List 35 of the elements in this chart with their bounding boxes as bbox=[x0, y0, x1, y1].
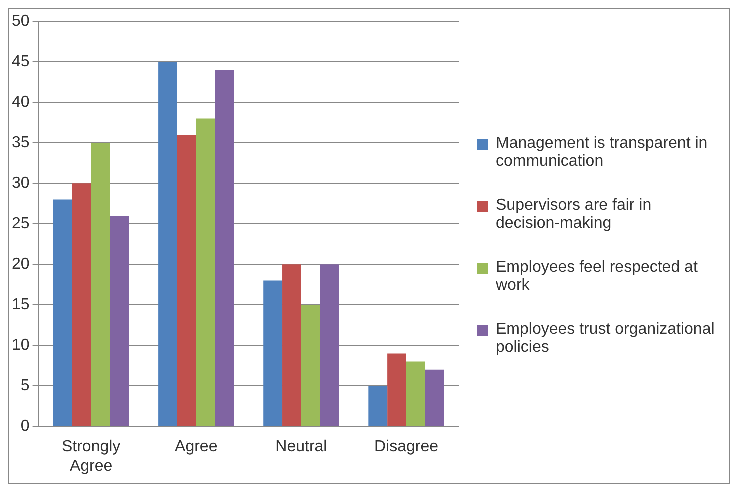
y-tick-label: 10 bbox=[12, 337, 30, 354]
y-tick-label: 40 bbox=[12, 94, 30, 112]
bar bbox=[72, 184, 92, 426]
legend-label: Employees trust organizational policies bbox=[496, 321, 716, 357]
bar bbox=[388, 354, 406, 426]
x-tick-label: Agree bbox=[175, 438, 218, 456]
legend-label: Supervisors are fair in decision-making bbox=[496, 197, 653, 233]
legend-label: Management is transparent in communication bbox=[496, 135, 709, 171]
bar bbox=[425, 370, 444, 426]
bar bbox=[406, 362, 426, 426]
y-tick-label: 50 bbox=[12, 13, 30, 30]
x-tick-label: Strongly Agree bbox=[62, 438, 121, 475]
y-tick-label: 15 bbox=[12, 296, 30, 314]
bar bbox=[177, 135, 196, 426]
bar bbox=[368, 386, 388, 426]
bar bbox=[91, 143, 110, 426]
legend-label: Employees feel respected at work bbox=[496, 259, 699, 295]
bar bbox=[320, 264, 340, 426]
bar bbox=[158, 62, 178, 426]
x-tick-label: Disagree bbox=[374, 438, 439, 456]
y-tick-label: 0 bbox=[20, 418, 30, 436]
y-tick-label: 20 bbox=[12, 256, 30, 274]
bar bbox=[215, 70, 234, 426]
bar bbox=[282, 264, 302, 426]
y-tick-label: 30 bbox=[12, 175, 30, 192]
bar bbox=[110, 216, 130, 426]
x-tick-label: Neutral bbox=[276, 438, 328, 456]
y-tick-label: 45 bbox=[12, 54, 30, 71]
y-tick-label: 25 bbox=[12, 216, 30, 233]
y-tick-label: 5 bbox=[20, 378, 30, 395]
bar bbox=[301, 305, 320, 426]
y-tick-label: 35 bbox=[12, 134, 30, 152]
bar bbox=[54, 200, 72, 426]
bar bbox=[196, 118, 216, 426]
bar bbox=[264, 280, 283, 426]
